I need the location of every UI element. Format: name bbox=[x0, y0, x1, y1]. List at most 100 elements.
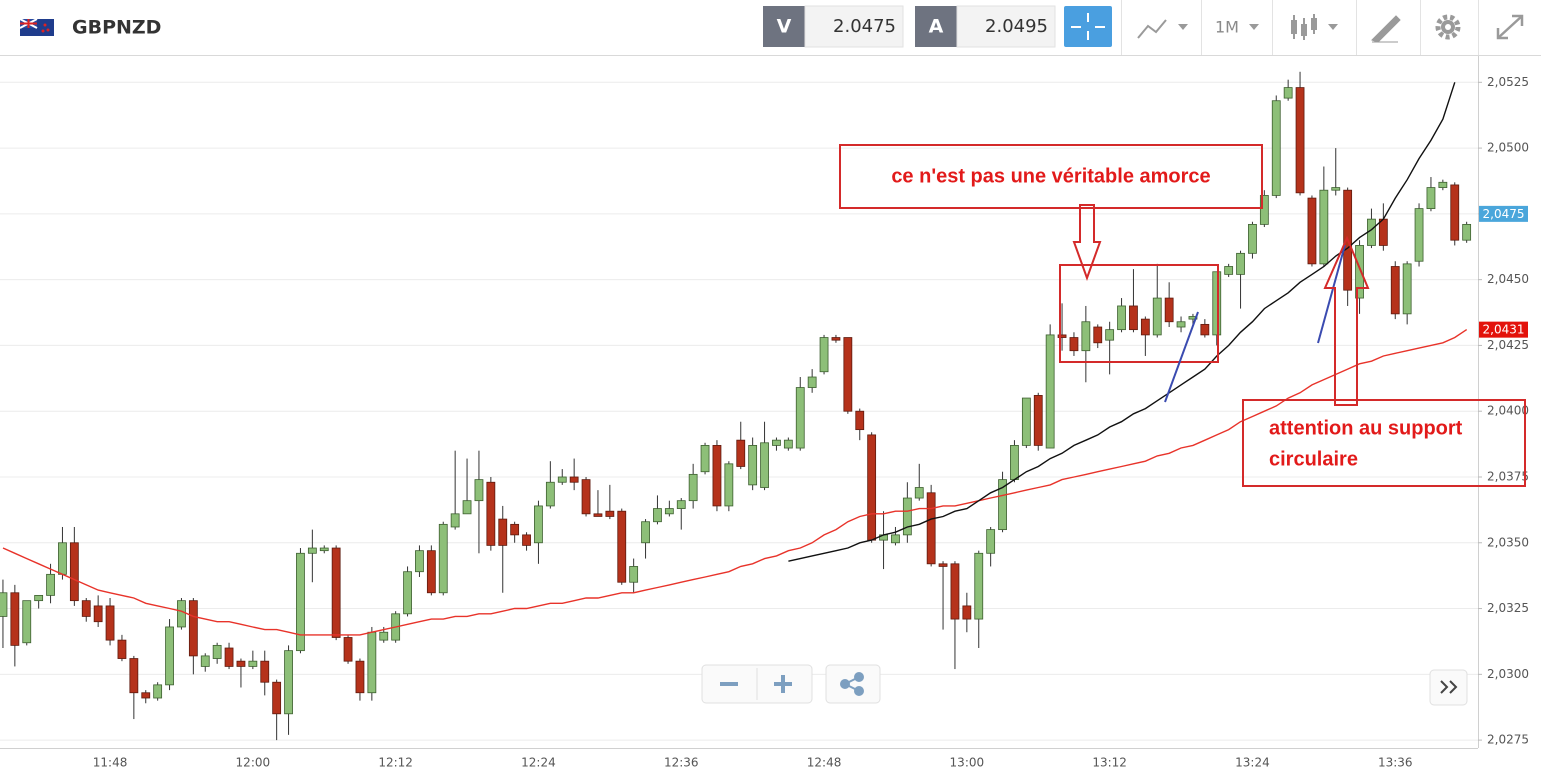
bid-button[interactable] bbox=[763, 6, 805, 47]
candle-body bbox=[688, 473, 698, 502]
annotation-arrow bbox=[1072, 204, 1102, 281]
candle-body bbox=[46, 573, 55, 596]
crosshair-icon bbox=[1071, 13, 1105, 40]
candle-body bbox=[641, 521, 650, 544]
candle-body bbox=[93, 605, 103, 623]
candle-body bbox=[105, 605, 115, 641]
candle-body bbox=[1390, 266, 1400, 315]
candle-body bbox=[986, 529, 996, 554]
zoom-in-button[interactable] bbox=[774, 675, 792, 693]
candle-body bbox=[129, 658, 139, 694]
toolbar-separators bbox=[1121, 0, 1479, 55]
candle-body bbox=[653, 508, 662, 523]
candle-body bbox=[998, 479, 1007, 531]
y-tick-label: 2,0300 bbox=[1487, 667, 1529, 681]
candle-body bbox=[962, 605, 972, 620]
candle-body bbox=[224, 647, 234, 667]
candle-body bbox=[81, 600, 91, 617]
candle-body bbox=[557, 476, 567, 483]
candle-body bbox=[1450, 184, 1460, 241]
timeframe[interactable]: 1M bbox=[1215, 18, 1239, 37]
candle-body bbox=[426, 550, 436, 594]
candle-body bbox=[1378, 218, 1388, 246]
candle-body bbox=[545, 481, 555, 507]
trend-line bbox=[1164, 311, 1199, 403]
trend-line bbox=[1317, 244, 1346, 344]
chart-type-button[interactable] bbox=[1137, 19, 1188, 39]
candle-body bbox=[772, 439, 781, 446]
settings-button[interactable] bbox=[1435, 14, 1461, 40]
candle-body bbox=[629, 566, 639, 583]
annotations: ce n'est pas une véritable amorce attent… bbox=[839, 144, 1526, 487]
candle-body bbox=[1259, 195, 1269, 225]
x-tick-label: 13:12 bbox=[1092, 756, 1127, 770]
candle-body bbox=[760, 442, 769, 488]
annotation-text: attention au support bbox=[1269, 417, 1463, 439]
x-tick-label: 12:48 bbox=[807, 756, 842, 770]
chart-controls bbox=[701, 664, 1468, 706]
candle-body bbox=[1081, 321, 1091, 352]
ask-button[interactable] bbox=[915, 6, 957, 47]
candle-body bbox=[200, 655, 210, 667]
candle-body bbox=[343, 637, 353, 662]
share-button[interactable] bbox=[825, 664, 881, 704]
annotation-text: circulaire bbox=[1269, 448, 1358, 470]
candle-body bbox=[438, 523, 448, 594]
price-badge bbox=[1479, 205, 1528, 222]
candle-body bbox=[1045, 334, 1055, 449]
candle-body bbox=[367, 631, 377, 694]
indicator-line bbox=[2, 329, 1468, 636]
candle-body bbox=[22, 600, 32, 644]
candle-body bbox=[950, 563, 960, 620]
y-tick-label: 2,0450 bbox=[1487, 272, 1529, 286]
candle-body bbox=[676, 500, 686, 509]
zoom-out-button[interactable] bbox=[720, 682, 738, 686]
candle-body bbox=[272, 681, 282, 715]
x-tick-label: 12:24 bbox=[521, 756, 556, 770]
candle-body bbox=[177, 600, 186, 628]
candle-body bbox=[212, 644, 222, 659]
candle-body bbox=[867, 434, 877, 541]
candle-body bbox=[260, 660, 270, 683]
candle-body bbox=[831, 337, 841, 341]
candle-body bbox=[1176, 321, 1186, 328]
price-badge-label: 2,0431 bbox=[1483, 323, 1525, 337]
crosshair-button[interactable] bbox=[1064, 6, 1112, 47]
candle-body bbox=[117, 639, 127, 659]
candle-body bbox=[0, 592, 8, 617]
candle-body bbox=[1021, 397, 1031, 446]
x-tick-label: 13:36 bbox=[1378, 756, 1413, 770]
y-tick-label: 2,0500 bbox=[1487, 141, 1529, 155]
candle-style-button[interactable] bbox=[1291, 14, 1338, 40]
candle-body bbox=[474, 479, 484, 502]
candle-body bbox=[914, 487, 924, 499]
candle-body bbox=[1212, 271, 1222, 336]
candle-body bbox=[534, 505, 543, 544]
ask-label: A bbox=[929, 16, 944, 38]
candle-body bbox=[593, 513, 603, 517]
scroll-right-button[interactable] bbox=[1429, 669, 1468, 706]
candle-body bbox=[1283, 87, 1293, 99]
candle-body bbox=[1188, 316, 1198, 320]
y-tick-label: 2,0350 bbox=[1487, 535, 1529, 549]
candle-body bbox=[712, 445, 722, 507]
candle-body bbox=[236, 660, 246, 667]
candle-body bbox=[1105, 329, 1115, 341]
candle-body bbox=[498, 518, 508, 546]
candle-body bbox=[891, 534, 900, 544]
candle-body bbox=[736, 439, 746, 467]
expand-button[interactable] bbox=[1496, 14, 1524, 40]
candle-body bbox=[34, 594, 44, 602]
annotation-arrow bbox=[1323, 235, 1370, 406]
candle-body bbox=[1069, 337, 1079, 352]
candle-body bbox=[319, 547, 329, 552]
candle-body bbox=[938, 563, 948, 567]
candle-body bbox=[331, 547, 341, 638]
candle-body bbox=[1462, 223, 1472, 241]
candle-body bbox=[486, 481, 496, 546]
candle-body bbox=[1414, 208, 1424, 262]
draw-tool-button[interactable] bbox=[1371, 15, 1401, 43]
candle-body bbox=[902, 497, 912, 536]
candle-body bbox=[1271, 100, 1281, 196]
